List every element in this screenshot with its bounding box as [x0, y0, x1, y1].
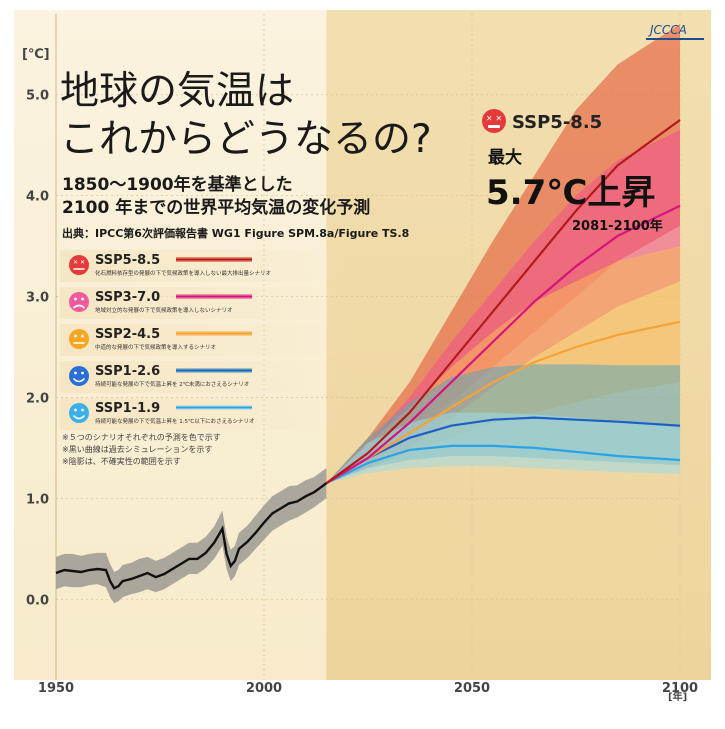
legend-description: 地域対立的な発展の下で気候政策を導入しないシナリオ	[95, 306, 233, 314]
callout-period: 2081-2100年	[572, 218, 663, 234]
x-tick-label: 1950	[38, 681, 74, 696]
uncertainty-bands	[326, 24, 680, 484]
series-lines	[55, 119, 681, 590]
line-ssp585	[325, 119, 681, 485]
historical-uncertainty-band	[56, 468, 327, 604]
x-tick-label: 2100	[662, 681, 698, 696]
y-tick-labels: 0.0 1.0 2.0 3.0 4.0 5.0	[26, 89, 49, 609]
note-text: ※黒い曲線は過去シミュレーションを示す	[62, 444, 212, 454]
legend-item-bg	[60, 398, 345, 430]
face-eye-right	[81, 371, 84, 375]
face-eye-right	[81, 297, 84, 301]
source-note: 出典：IPCC第6次評価報告書 WG1 Figure SPM.8a/Figure…	[62, 226, 409, 240]
callout-label: 最大	[488, 147, 522, 168]
x-tick-label: 2000	[246, 681, 282, 696]
legend-item: ✕ ✕ SSP5-8.5化石燃料依存型の発展の下で気候政策を導入しない最大排出量シ…	[60, 250, 345, 282]
legend-label: SSP5-8.5	[95, 253, 160, 268]
scenario-face-icon	[69, 292, 89, 312]
legend-item-bg	[60, 324, 345, 356]
face-mouth	[73, 415, 85, 420]
legend-description: 持続可能な発展の下で気温上昇を 1.5℃以下におさえるシナリオ	[95, 417, 255, 425]
chart-title-line1: 地球の気温は	[60, 69, 294, 114]
legend-label: SSP1-2.6	[95, 364, 160, 379]
callout-value: 5.7℃上昇	[486, 173, 655, 213]
x-tick-label: 2050	[454, 681, 490, 696]
scenario-face-icon	[69, 255, 89, 275]
callout-scenario: SSP5-8.5	[512, 112, 602, 133]
face-eye-right	[81, 334, 84, 338]
chart-subtitle-line1: 1850～1900年を基準とした	[62, 174, 293, 195]
x-tick-labels: 1950 2000 2050 2100	[38, 681, 698, 696]
x-axis-label: [年]	[668, 690, 687, 703]
note-text: ※５つのシナリオそれぞれの予測を色で示す	[62, 432, 221, 442]
historical-band	[56, 468, 327, 604]
legend-label: SSP1-1.9	[95, 401, 160, 416]
legend-description: 中道的な発展の下で気候政策を導入するシナリオ	[95, 343, 216, 351]
line-ssp126	[325, 416, 681, 485]
legend-description: 化石燃料依存型の発展の下で気候政策を導入しない最大排出量シナリオ	[95, 269, 271, 277]
band-ssp585	[326, 24, 680, 484]
y-tick-label: 3.0	[26, 291, 49, 306]
line-ssp245	[325, 320, 681, 485]
note-text: ※陰影は、不確実性の範囲を示す	[62, 456, 181, 466]
legend-item-bg	[60, 250, 345, 282]
face-eye-right	[81, 408, 84, 412]
chart-subtitle-line2: 2100 年までの世界平均気温の変化予測	[62, 197, 370, 218]
legend-label: SSP2-4.5	[95, 327, 160, 342]
line-ssp370	[325, 204, 681, 485]
line-ssp119	[325, 444, 681, 485]
scenario-face-icon	[69, 329, 89, 349]
chart-title-line2: これからどうなるの?	[60, 117, 432, 162]
legend-description: 持続可能な発展の下で気温上昇を 2℃未満におさえるシナリオ	[95, 380, 249, 388]
y-axis-label: [℃]	[22, 47, 50, 62]
face-mouth	[73, 378, 85, 383]
max-callout: ✕ ✕ SSP5-8.5 最大 5.7℃上昇 2081-2100年	[482, 109, 663, 234]
y-tick-label: 4.0	[26, 190, 49, 205]
y-tick-label: 1.0	[26, 492, 49, 507]
y-tick-label: 0.0	[26, 593, 49, 608]
notes: ※５つのシナリオそれぞれの予測を色で示す ※黒い曲線は過去シミュレーションを示す ※…	[62, 432, 221, 466]
legend-label: SSP3-7.0	[95, 290, 160, 305]
legend-item-bg	[60, 287, 345, 319]
face-eye-left	[74, 408, 77, 412]
scenario-face-icon	[69, 403, 89, 423]
face-eye-left	[74, 371, 77, 375]
callout-face-mouth	[488, 125, 500, 128]
scenario-face-icon	[69, 366, 89, 386]
y-tick-label: 5.0	[26, 89, 49, 104]
callout-face-eyes: ✕ ✕	[486, 114, 502, 123]
logo: JCCCA	[648, 23, 687, 37]
logo-underline	[646, 38, 704, 40]
face-eye-left	[74, 297, 77, 301]
line-historical	[55, 482, 328, 590]
legend: ✕ ✕ SSP5-8.5化石燃料依存型の発展の下で気候政策を導入しない最大排出量シ…	[60, 250, 345, 430]
y-tick-label: 2.0	[26, 391, 49, 406]
face-eye-left	[74, 334, 77, 338]
face-eyes: ✕ ✕	[73, 259, 85, 266]
face-mouth	[73, 304, 85, 309]
band-ssp370	[326, 130, 680, 484]
legend-item-bg	[60, 361, 345, 393]
